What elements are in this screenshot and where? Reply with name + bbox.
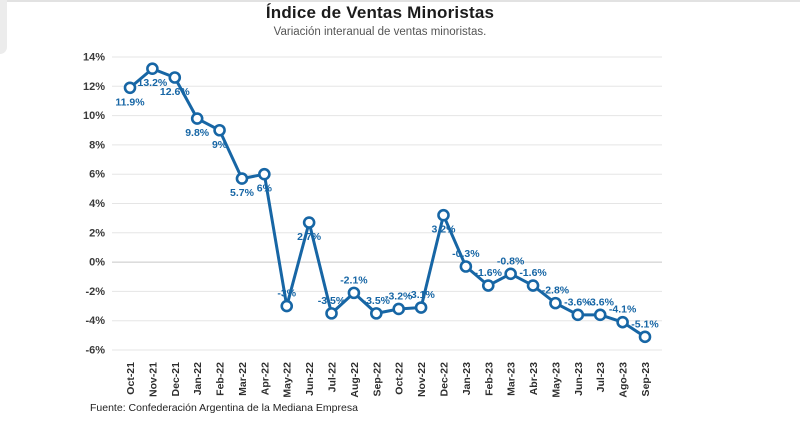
x-tick-label: Feb-23 bbox=[483, 362, 495, 396]
data-marker bbox=[347, 286, 361, 300]
x-tick-label: Oct-21 bbox=[125, 362, 137, 395]
x-tick-label: Dec-21 bbox=[170, 362, 182, 397]
x-tick-label: Dec-22 bbox=[438, 362, 450, 397]
chart-subtitle: Variación interanual de ventas minorista… bbox=[273, 26, 487, 38]
page-top-edge bbox=[0, 0, 800, 2]
data-point-label: -1.6% bbox=[475, 267, 503, 279]
y-tick-label: 8% bbox=[89, 139, 105, 151]
data-marker bbox=[370, 307, 383, 320]
data-point-label: 11.9% bbox=[115, 96, 145, 108]
x-tick-label: Oct-22 bbox=[394, 362, 406, 395]
data-point-label: 3.2% bbox=[432, 224, 457, 236]
data-point-label: -2.8% bbox=[542, 285, 570, 297]
data-marker bbox=[392, 302, 405, 316]
x-tick-label: Mar-23 bbox=[506, 362, 518, 396]
data-marker bbox=[414, 301, 428, 314]
data-marker bbox=[235, 172, 249, 185]
data-point-label: 13.2% bbox=[138, 77, 168, 89]
data-marker bbox=[549, 296, 562, 310]
data-point-label: -3.6% bbox=[586, 296, 614, 308]
y-tick-label: 4% bbox=[89, 198, 105, 210]
data-point-label: -3.6% bbox=[564, 296, 592, 308]
data-marker bbox=[481, 279, 495, 292]
x-tick-label: Mar-22 bbox=[237, 362, 249, 396]
x-tick-label: May-22 bbox=[282, 362, 294, 398]
source-note: Fuente: Confederación Argentina de la Me… bbox=[90, 402, 358, 414]
data-point-label: -5.1% bbox=[631, 318, 659, 330]
x-tick-label: Aug-22 bbox=[349, 362, 361, 398]
x-tick-label: Ago-23 bbox=[618, 362, 630, 398]
x-tick-label: Nov-22 bbox=[416, 362, 428, 397]
data-point-label: -1.6% bbox=[519, 267, 547, 279]
data-point-label: -3.5% bbox=[318, 295, 346, 307]
data-point-label: -0.8% bbox=[497, 255, 525, 267]
y-tick-label: 0% bbox=[89, 257, 105, 269]
y-tick-label: -4% bbox=[85, 315, 105, 327]
data-point-label: 5.7% bbox=[230, 187, 255, 199]
data-marker bbox=[437, 208, 450, 222]
x-tick-label: Jan-23 bbox=[461, 362, 473, 395]
page-left-edge bbox=[0, 0, 7, 54]
data-point-label: 9% bbox=[212, 139, 228, 151]
data-point-label: -3.5% bbox=[363, 295, 391, 307]
line-chart: -6% -4% -2% 0% 2% 4% 6% 8% 10% 12% 14% Oct-21 Nov-21… bbox=[83, 52, 662, 398]
chart-title: Índice de Ventas Minoristas bbox=[265, 3, 495, 22]
data-marker bbox=[593, 308, 607, 322]
x-tick-label: May-23 bbox=[550, 362, 562, 398]
y-axis-tick-labels: -6% -4% -2% 0% 2% 4% 6% 8% 10% 12% 14% bbox=[83, 52, 105, 357]
data-marker bbox=[459, 260, 473, 273]
data-point-label: 12.6% bbox=[160, 86, 190, 98]
data-marker bbox=[571, 308, 585, 322]
data-marker bbox=[302, 216, 316, 229]
y-tick-label: -2% bbox=[85, 286, 105, 298]
data-point-label: -3% bbox=[277, 288, 296, 300]
x-tick-label: Jan-22 bbox=[192, 362, 204, 395]
gridlines bbox=[112, 56, 662, 351]
data-marker bbox=[325, 307, 338, 320]
data-marker bbox=[146, 62, 159, 76]
x-tick-label: Nov-21 bbox=[147, 362, 159, 397]
data-marker bbox=[168, 71, 182, 84]
y-tick-label: 2% bbox=[89, 227, 105, 239]
x-tick-label: Apr-22 bbox=[259, 362, 271, 395]
x-tick-label: Sep-23 bbox=[640, 362, 652, 397]
data-point-label: 6% bbox=[257, 183, 273, 195]
y-tick-label: 6% bbox=[89, 169, 105, 181]
data-point-label: -2.1% bbox=[340, 274, 368, 286]
data-point-label: 2.7% bbox=[297, 231, 322, 243]
x-tick-label: Sep-22 bbox=[371, 362, 383, 397]
x-tick-label: Abr-23 bbox=[528, 362, 540, 395]
x-tick-label: Jul-23 bbox=[595, 362, 607, 393]
data-marker bbox=[190, 112, 204, 125]
data-marker bbox=[638, 330, 652, 344]
y-tick-label: 12% bbox=[83, 81, 105, 93]
data-point-label: -4.1% bbox=[609, 304, 637, 316]
y-tick-label: -6% bbox=[85, 345, 105, 357]
data-point-label: -3.2% bbox=[385, 290, 413, 302]
data-point-labels: 11.9%13.2%12.6%9.8%9%5.7% 6%-3%2.7%-3.5%-… bbox=[115, 77, 659, 330]
data-marker bbox=[123, 81, 137, 95]
data-marker bbox=[258, 167, 271, 181]
data-point-label: 9.8% bbox=[185, 127, 210, 139]
data-marker bbox=[280, 299, 294, 313]
y-tick-label: 10% bbox=[83, 110, 105, 122]
x-tick-label: Feb-22 bbox=[215, 362, 227, 396]
data-marker bbox=[213, 123, 226, 137]
x-tick-label: Jul-22 bbox=[327, 362, 339, 393]
data-marker bbox=[616, 315, 629, 329]
data-markers bbox=[123, 62, 652, 344]
data-point-label: -3.1% bbox=[407, 289, 435, 301]
data-marker bbox=[526, 279, 540, 292]
x-tick-label: Jun-22 bbox=[304, 362, 316, 396]
x-tick-label: Jun-23 bbox=[573, 362, 585, 396]
data-marker bbox=[504, 267, 517, 281]
y-tick-label: 14% bbox=[83, 52, 105, 64]
x-axis-tick-labels: Oct-21 Nov-21 Dec-21 Jan-22 Feb-22 Mar-22 Apr-… bbox=[125, 362, 652, 398]
data-point-label: -0.3% bbox=[452, 248, 480, 260]
